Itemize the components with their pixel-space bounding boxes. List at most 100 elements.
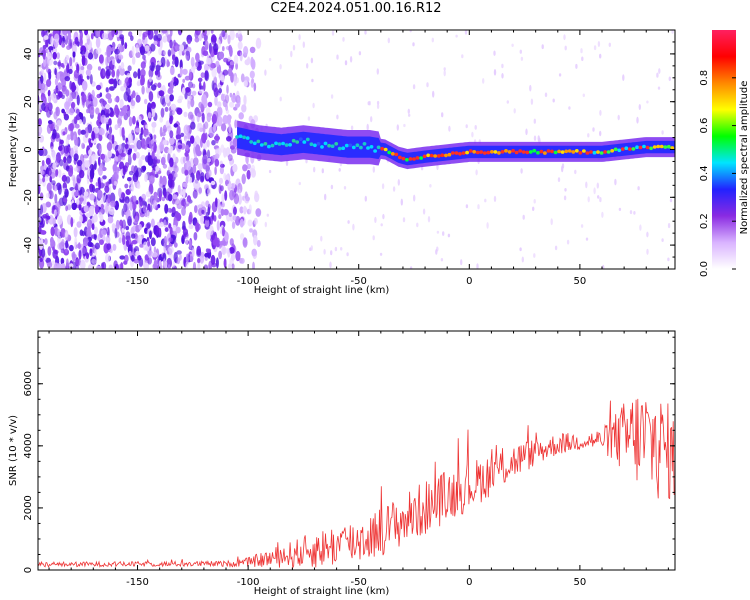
noise-blob — [224, 231, 229, 242]
noise-blob — [211, 114, 217, 124]
ridge-cell — [599, 151, 604, 155]
faint-blob — [396, 124, 399, 131]
noise-blob — [123, 260, 128, 265]
noise-blob — [204, 63, 209, 72]
noise-blob — [61, 37, 66, 44]
noise-blob — [152, 126, 155, 134]
noise-blob — [140, 138, 146, 149]
noise-blob — [162, 35, 168, 43]
faint-blob — [597, 195, 600, 199]
noise-blob — [84, 215, 88, 222]
noise-blob — [42, 44, 47, 50]
noise-blob — [108, 178, 112, 185]
noise-blob — [149, 230, 152, 240]
faint-blob — [338, 168, 341, 172]
noise-blob — [121, 127, 125, 138]
ridge-cell — [663, 145, 668, 149]
noise-blob — [44, 238, 48, 245]
spec-ytick-label: 40 — [23, 48, 34, 61]
noise-blob — [46, 215, 51, 220]
noise-blob — [120, 86, 125, 92]
noise-blob — [81, 230, 86, 237]
noise-blob — [188, 224, 194, 230]
noise-blob — [127, 215, 132, 227]
noise-blob — [167, 88, 174, 95]
noise-blob — [179, 253, 182, 261]
faint-blob — [501, 73, 504, 79]
noise-blob — [153, 40, 158, 46]
noise-blob — [153, 156, 158, 167]
noise-blob — [219, 166, 224, 175]
noise-blob — [219, 33, 223, 39]
faint-blob — [321, 168, 324, 174]
noise-blob — [62, 131, 66, 136]
ridge-cell — [305, 137, 310, 142]
noise-blob — [55, 201, 61, 212]
noise-blob — [65, 89, 70, 97]
noise-blob — [106, 243, 111, 250]
faint-blob — [574, 169, 577, 175]
noise-blob — [163, 258, 166, 267]
noise-blob — [57, 235, 62, 244]
noise-blob — [196, 245, 201, 256]
noise-blob — [189, 176, 193, 184]
spectrogram-ridge — [235, 120, 675, 170]
noise-blob — [81, 246, 87, 255]
noise-blob — [119, 255, 125, 260]
noise-blob — [218, 51, 225, 60]
noise-blob — [167, 264, 171, 269]
ridge-cell — [327, 143, 331, 148]
noise-blob — [189, 256, 194, 262]
noise-blob — [184, 169, 189, 176]
noise-blob — [52, 246, 55, 251]
noise-blob — [62, 198, 68, 203]
noise-blob — [114, 124, 119, 131]
noise-blob — [107, 194, 111, 204]
noise-blob — [181, 206, 186, 216]
spec-ytick-label: -20 — [23, 189, 34, 205]
noise-blob — [40, 92, 45, 102]
noise-blob — [179, 66, 183, 77]
noise-blob — [57, 228, 60, 238]
ridge-cell — [504, 149, 508, 153]
faint-blob — [599, 197, 602, 203]
noise-blob — [169, 157, 174, 168]
ridge-cell — [387, 150, 392, 155]
noise-blob — [135, 151, 140, 159]
faint-blob — [658, 68, 661, 74]
noise-blob — [72, 84, 77, 91]
noise-blob — [75, 258, 81, 266]
noise-blob — [222, 69, 229, 76]
noise-blob — [160, 56, 166, 68]
noise-blob — [91, 153, 96, 165]
faint-blob — [346, 252, 349, 257]
noise-blob — [190, 121, 196, 130]
noise-blob — [124, 183, 129, 189]
faint-blob — [413, 194, 416, 202]
noise-blob — [177, 144, 183, 150]
noise-blob — [185, 237, 189, 245]
noise-blob — [56, 71, 60, 81]
noise-blob — [193, 157, 199, 166]
noise-blob — [62, 30, 68, 36]
noise-blob — [185, 160, 192, 171]
noise-blob — [211, 139, 216, 146]
noise-blob — [101, 261, 107, 269]
faint-blob — [599, 109, 602, 116]
noise-blob — [156, 155, 162, 160]
noise-blob — [239, 218, 244, 228]
faint-blob — [661, 238, 664, 243]
noise-blob — [190, 114, 194, 119]
noise-blob — [53, 262, 60, 269]
noise-blob — [198, 101, 203, 108]
noise-blob — [39, 87, 46, 95]
noise-blob — [93, 233, 97, 241]
noise-blob — [79, 197, 84, 202]
ridge-cell — [341, 146, 346, 150]
noise-blob — [175, 45, 180, 51]
faint-blob — [320, 235, 323, 242]
noise-blob — [52, 52, 57, 60]
noise-blob — [154, 30, 159, 36]
noise-blob — [151, 84, 157, 91]
ridge-cell — [415, 156, 420, 160]
